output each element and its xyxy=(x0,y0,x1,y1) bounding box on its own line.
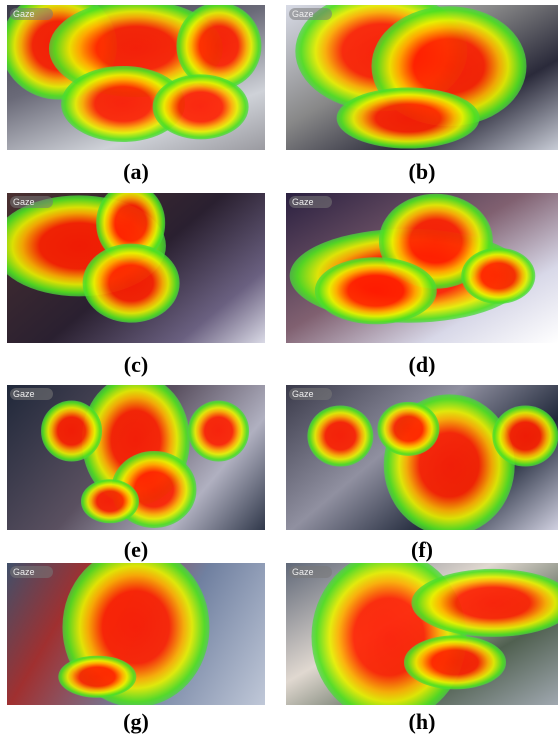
heat-blob xyxy=(41,401,103,462)
heat-blob xyxy=(188,401,250,462)
overlay-label: Gaze xyxy=(289,8,332,20)
heat-blob xyxy=(493,405,558,466)
overlay-label: Gaze xyxy=(10,196,53,208)
panel-caption: (a) xyxy=(106,159,166,185)
heatmap-image: Gaze xyxy=(7,193,265,343)
heat-blob xyxy=(461,247,534,303)
panel-caption: (f) xyxy=(392,537,452,563)
overlay-label: Gaze xyxy=(289,566,332,578)
heat-blob xyxy=(59,655,136,698)
overlay-label: Gaze xyxy=(289,196,332,208)
panel-caption: (b) xyxy=(392,159,452,185)
panel-caption: (c) xyxy=(106,352,166,378)
heatmap-image: Gaze xyxy=(286,563,558,705)
panel-caption: (h) xyxy=(392,709,452,735)
figure: Gaze (a) Gaze (b) Gaze (c) Gaze (d) Gaze (e) Gaze (… xyxy=(0,0,560,739)
heatmap-image: Gaze xyxy=(7,385,265,530)
heat-blob xyxy=(404,636,506,689)
overlay-label: Gaze xyxy=(10,8,53,20)
heat-blob xyxy=(82,244,179,323)
overlay-label: Gaze xyxy=(289,388,332,400)
panel-caption: (d) xyxy=(392,352,452,378)
heatmap-image: Gaze xyxy=(286,193,558,343)
heatmap-image: Gaze xyxy=(7,563,265,705)
heat-blob xyxy=(315,257,437,325)
panel-caption: (g) xyxy=(106,709,166,735)
heat-blob xyxy=(308,405,373,466)
heatmap-image: Gaze xyxy=(286,385,558,530)
heatmap-image: Gaze xyxy=(286,5,558,150)
overlay-label: Gaze xyxy=(10,388,53,400)
panel-caption: (e) xyxy=(106,537,166,563)
heat-blob xyxy=(81,479,139,523)
heatmap-image: Gaze xyxy=(7,5,265,150)
heat-blob xyxy=(337,88,480,149)
heat-blob xyxy=(152,74,249,139)
overlay-label: Gaze xyxy=(10,566,53,578)
